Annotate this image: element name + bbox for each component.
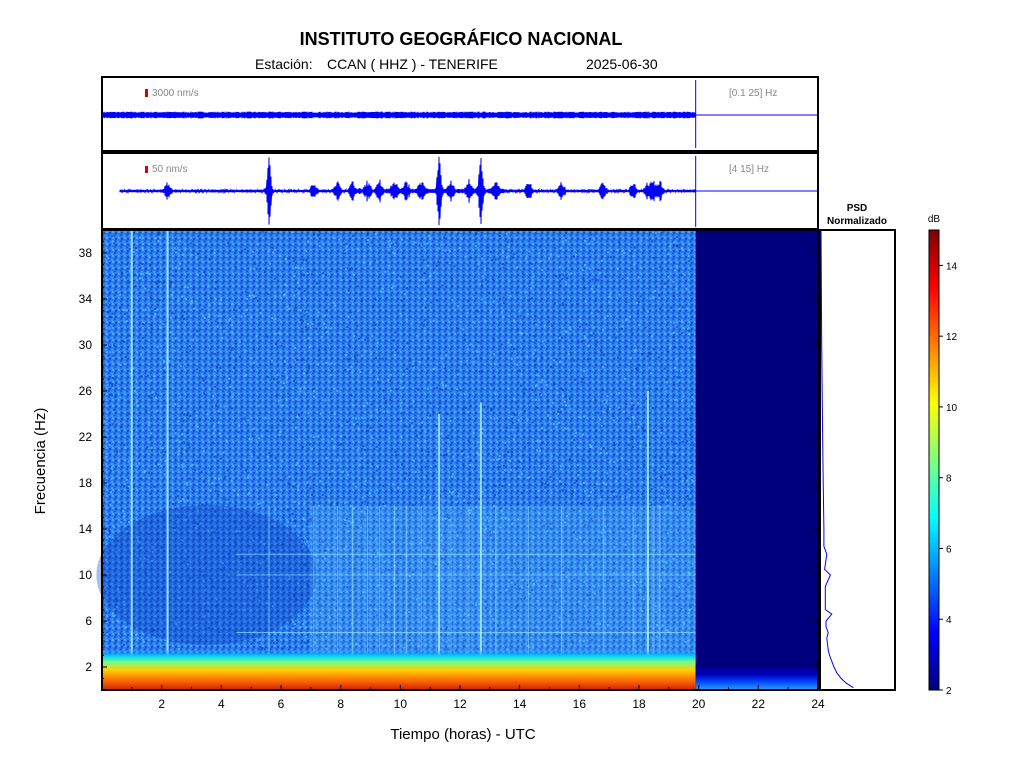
y-tick-label: 30 — [79, 338, 93, 352]
colorbar-tick-label: 12 — [946, 332, 958, 343]
psd-panel: PSD Normalizado — [819, 203, 896, 691]
x-tick-label: 22 — [752, 697, 766, 711]
seismogram-trace-broadband — [102, 80, 697, 148]
date-label: 2025-06-30 — [586, 56, 658, 72]
colorbar-tick-label: 10 — [946, 403, 958, 414]
seismogram-trace-filtered — [119, 156, 697, 227]
low-frequency-band — [102, 649, 696, 690]
colorbar-tick-label: 2 — [946, 686, 952, 697]
x-tick-label: 8 — [337, 697, 344, 711]
no-data-region — [695, 230, 818, 690]
x-axis-ticks: 2 4 6 8 10 12 14 16 18 20 22 24 — [131, 685, 825, 711]
spectrogram-background — [102, 230, 696, 690]
x-axis-label: Tiempo (horas) - UTC — [390, 726, 535, 743]
psd-frame — [819, 229, 896, 691]
y-tick-label: 14 — [79, 522, 93, 536]
psd-curve — [820, 229, 854, 689]
spectrogram-panel: 2 4 6 8 10 12 14 16 18 20 22 24 261014182226303438 … — [32, 229, 895, 743]
x-tick-label: 10 — [394, 697, 408, 711]
y-tick-label: 18 — [79, 476, 93, 490]
y-tick-label: 22 — [79, 430, 93, 444]
band-label: [0.1 25] Hz — [729, 88, 777, 99]
colorbar-label: dB — [928, 214, 941, 225]
y-tick-label: 38 — [79, 246, 93, 260]
x-tick-label: 14 — [513, 697, 527, 711]
seismogram-panel-filtered: 50 nm/s [4 15] Hz — [101, 152, 819, 230]
psd-title-line-1: PSD — [847, 203, 868, 214]
station-value: CCAN ( HHZ ) - TENERIFE — [327, 56, 498, 72]
colorbar-tick-label: 6 — [946, 544, 952, 555]
x-tick-label: 18 — [632, 697, 646, 711]
scale-marker — [145, 166, 148, 173]
chart-title: INSTITUTO GEOGRÁFICO NACIONAL — [300, 28, 623, 49]
y-tick-label: 26 — [79, 384, 93, 398]
station-label: Estación: — [255, 56, 313, 72]
x-tick-label: 12 — [453, 697, 467, 711]
no-data-low-band — [695, 664, 818, 690]
y-tick-label: 34 — [79, 292, 93, 306]
x-tick-label: 16 — [573, 697, 587, 711]
x-tick-label: 20 — [692, 697, 706, 711]
y-tick-label: 2 — [85, 660, 92, 674]
y-tick-label: 10 — [79, 568, 93, 582]
colorbar: dB 2 4 6 8 10 12 14 — [928, 214, 958, 697]
x-tick-label: 2 — [158, 697, 165, 711]
x-tick-label: 6 — [278, 697, 285, 711]
psd-title-line-2: Normalizado — [827, 216, 887, 227]
spectrogram-features — [96, 230, 697, 690]
seismogram-panel-broadband: 3000 nm/s [0.1 25] Hz — [101, 76, 819, 152]
band-label: [4 15] Hz — [729, 164, 769, 175]
colorbar-ticks: 2 4 6 8 10 12 14 — [939, 261, 958, 697]
x-tick-label: 24 — [811, 697, 825, 711]
colorbar-tick-label: 4 — [946, 615, 952, 626]
colorbar-gradient — [928, 229, 940, 691]
colorbar-tick-label: 14 — [946, 261, 958, 272]
x-tick-label: 4 — [218, 697, 225, 711]
y-tick-label: 6 — [85, 614, 92, 628]
scale-label: 50 nm/s — [152, 164, 188, 175]
colorbar-tick-label: 8 — [946, 474, 952, 485]
y-axis-label: Frecuencia (Hz) — [32, 408, 49, 515]
scale-label: 3000 nm/s — [152, 88, 199, 99]
scale-marker — [145, 89, 148, 97]
